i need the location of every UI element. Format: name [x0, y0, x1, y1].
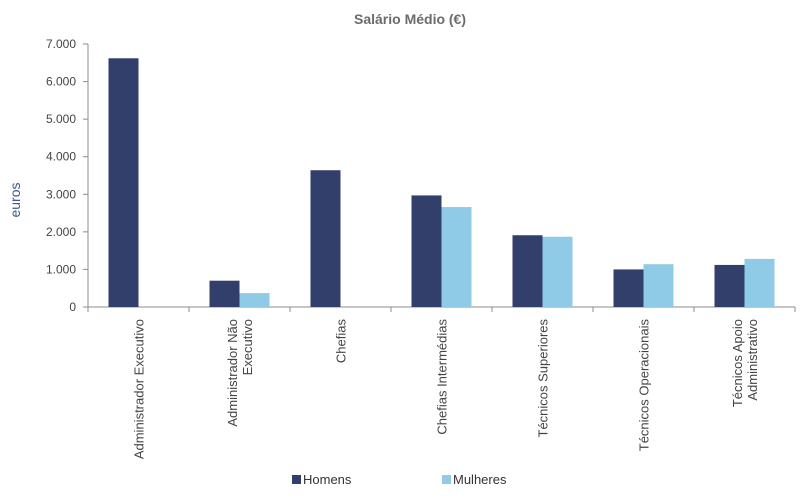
- x-axis-ticks: Administrador Executivo Administrador Não…: [132, 319, 761, 460]
- x-tick-label: Administrador Executivo: [132, 319, 147, 459]
- legend-swatch-mulheres: [442, 475, 451, 484]
- x-tick-label-line: Chefias: [334, 319, 349, 364]
- x-tick-label-line: Técnicos Superiores: [536, 319, 551, 438]
- legend: Homens Mulheres: [292, 472, 507, 487]
- y-tick-label: 6.000: [46, 75, 76, 89]
- y-tick-label: 3.000: [46, 187, 76, 201]
- x-tick-label: Chefias Intermédias: [435, 319, 450, 435]
- bar-mulheres-5: [643, 264, 674, 307]
- x-tick-label: Técnicos Superiores: [536, 319, 551, 438]
- bar-homens-4: [512, 235, 543, 307]
- y-axis-label: euros: [7, 182, 23, 217]
- y-tick-label: 5.000: [46, 112, 76, 126]
- legend-label-mulheres: Mulheres: [453, 472, 507, 487]
- bar-homens-3: [411, 195, 442, 307]
- bar-homens-0: [108, 58, 139, 307]
- y-axis-ticks: 0 1.000 2.000 3.000 4.000 5.000 6.000 7.000: [46, 37, 88, 314]
- bars: [108, 58, 775, 307]
- bar-mulheres-3: [441, 207, 472, 307]
- legend-swatch-homens: [292, 475, 301, 484]
- y-tick-label: 7.000: [46, 37, 76, 51]
- x-tick-label-line: Chefias Intermédias: [435, 319, 450, 435]
- x-tick-label: Técnicos Operacionais: [637, 319, 652, 452]
- x-tick-label-line: Administrador Executivo: [132, 319, 147, 459]
- y-tick-label: 1.000: [46, 262, 76, 276]
- bar-mulheres-4: [542, 236, 573, 307]
- bar-homens-5: [613, 269, 644, 307]
- bar-homens-2: [310, 170, 341, 307]
- x-tick-label: Técnicos Apoio Administrativo: [730, 319, 760, 407]
- x-tick-label-line: Técnicos Apoio: [730, 319, 745, 407]
- bar-mulheres-6: [744, 258, 775, 307]
- bar-homens-6: [714, 264, 745, 307]
- bar-homens-1: [209, 280, 240, 307]
- legend-label-homens: Homens: [303, 472, 352, 487]
- y-tick-label: 4.000: [46, 150, 76, 164]
- x-tick-label-line: Administrador Não: [225, 319, 240, 427]
- x-tick-label-line: Administrativo: [745, 319, 760, 401]
- y-tick-label: 2.000: [46, 225, 76, 239]
- x-tick-label: Chefias: [334, 319, 349, 364]
- x-tick-label: Administrador Não Executivo: [225, 319, 255, 427]
- chart-title: Salário Médio (€): [354, 11, 466, 27]
- y-tick-label: 0: [69, 300, 76, 314]
- bar-mulheres-1: [239, 293, 270, 307]
- x-tick-label-line: Executivo: [240, 319, 255, 375]
- x-tick-label-line: Técnicos Operacionais: [637, 319, 652, 452]
